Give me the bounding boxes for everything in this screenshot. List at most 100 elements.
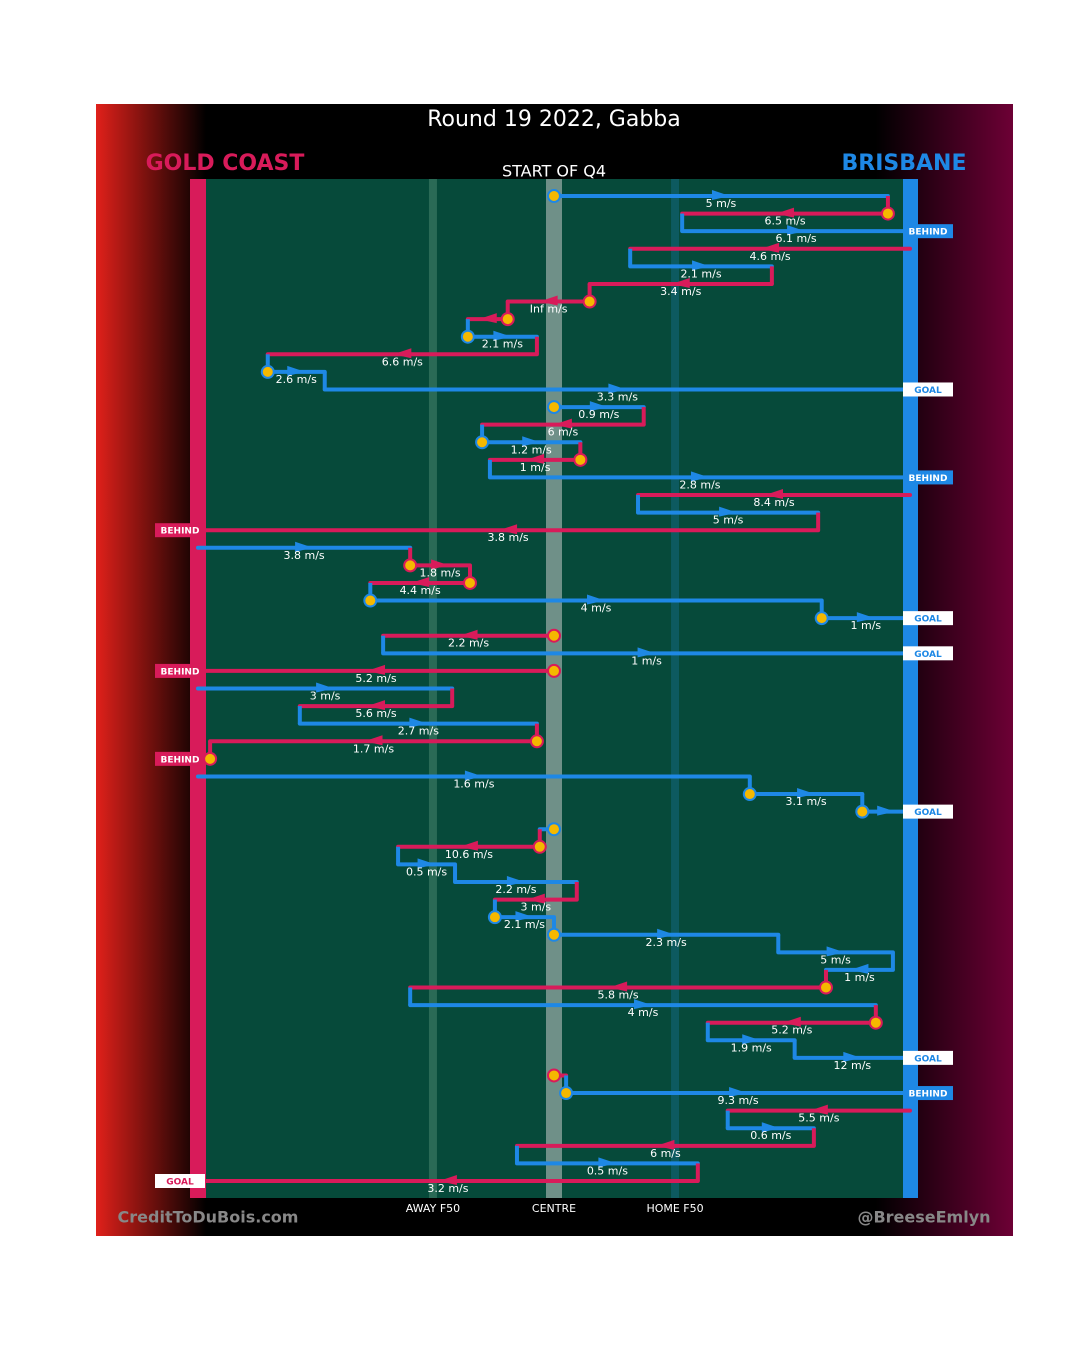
speed-label: 1.8 m/s	[420, 566, 461, 579]
direction-arrow	[782, 1016, 801, 1027]
stoppage-marker	[460, 329, 475, 344]
speed-label: 5 m/s	[713, 514, 744, 527]
direction-arrow	[843, 1051, 862, 1062]
speed-label: 8.4 m/s	[753, 496, 794, 509]
stoppage-marker	[559, 1086, 574, 1101]
direction-arrow	[711, 190, 730, 200]
speed-label: 3.8 m/s	[487, 531, 528, 544]
speed-label: 1 m/s	[844, 971, 875, 984]
right-goal-line	[903, 179, 918, 1198]
result-box	[903, 470, 953, 485]
result-box	[903, 224, 953, 239]
team-name: BRISBANE	[842, 151, 967, 176]
stoppage-marker	[547, 663, 561, 678]
stoppage-marker	[573, 452, 588, 467]
stoppage-marker	[363, 593, 378, 608]
speed-label: 2.8 m/s	[679, 478, 720, 491]
direction-arrow	[493, 330, 512, 341]
stoppage-marker	[868, 1015, 883, 1030]
direction-arrow	[526, 453, 545, 464]
result-label: BEHIND	[909, 228, 948, 238]
direction-arrow	[459, 629, 478, 640]
x-tick-label: CENTRE	[532, 1202, 576, 1215]
speed-label: 0.5 m/s	[587, 1164, 628, 1177]
stoppage-marker	[475, 435, 490, 450]
speed-label: 5.2 m/s	[771, 1024, 812, 1037]
result-box	[155, 1174, 205, 1188]
stoppage-marker	[742, 787, 757, 802]
direction-arrow	[287, 365, 306, 376]
direction-arrow	[478, 313, 497, 324]
direction-arrow	[411, 576, 430, 587]
direction-arrow	[761, 1122, 780, 1133]
speed-label: 6.1 m/s	[776, 232, 817, 245]
direction-arrow	[526, 893, 545, 904]
direction-arrow	[761, 242, 780, 253]
direction-arrow	[719, 506, 738, 517]
chart-title: Round 19 2022, Gabba	[427, 107, 681, 132]
direction-arrow	[729, 1087, 748, 1098]
direction-arrow	[589, 401, 608, 412]
direction-arrow	[692, 260, 711, 271]
result-box	[155, 751, 205, 766]
direction-arrow	[367, 700, 385, 711]
stoppage-marker	[547, 1068, 561, 1083]
speed-label: 3 m/s	[310, 690, 341, 703]
speed-label: 2.6 m/s	[276, 373, 317, 386]
direction-arrow	[637, 647, 656, 658]
speed-label: 0.5 m/s	[406, 865, 447, 878]
stoppage-marker	[855, 804, 870, 819]
result-label: BEHIND	[161, 527, 200, 537]
direction-arrow	[316, 682, 335, 693]
direction-arrow	[809, 1104, 828, 1115]
speed-label: 2.7 m/s	[398, 725, 439, 738]
result-box	[903, 804, 953, 819]
speed-label: 3.1 m/s	[785, 795, 826, 808]
speed-label: 2.2 m/s	[495, 883, 536, 896]
direction-arrow	[787, 225, 806, 236]
stoppage-marker	[487, 910, 502, 925]
speed-label: 1 m/s	[520, 461, 551, 474]
speed-label: 4 m/s	[581, 602, 612, 615]
direction-arrow	[438, 1175, 457, 1185]
direction-arrow	[797, 788, 816, 799]
direction-arrow	[367, 664, 385, 675]
stoppage-marker	[532, 839, 547, 854]
speed-label: 3.4 m/s	[660, 285, 701, 298]
result-label: GOAL	[914, 650, 942, 660]
result-label: GOAL	[914, 1054, 942, 1064]
speed-label: 4.6 m/s	[750, 250, 791, 263]
x-tick-label: AWAY F50	[406, 1202, 460, 1215]
direction-arrow	[506, 875, 525, 886]
speed-label: 2.3 m/s	[646, 936, 687, 949]
speed-label: 9.3 m/s	[717, 1094, 758, 1107]
direction-arrow	[295, 541, 314, 552]
speed-label: 3.2 m/s	[427, 1182, 468, 1195]
speed-label: 6.6 m/s	[382, 355, 423, 368]
direction-arrow	[877, 805, 896, 816]
result-label: GOAL	[914, 808, 942, 818]
stoppage-marker	[818, 980, 833, 995]
direction-arrow	[656, 1139, 675, 1150]
direction-arrow	[393, 348, 412, 359]
speed-label: 5 m/s	[706, 197, 737, 210]
speed-label: 4.4 m/s	[400, 584, 441, 597]
stoppage-marker	[547, 400, 561, 415]
direction-arrow	[598, 1157, 617, 1168]
stoppage-marker	[547, 927, 561, 942]
result-label: GOAL	[914, 615, 942, 625]
credit: @BreeseEmlyn	[857, 1208, 990, 1227]
direction-arrow	[742, 1034, 761, 1045]
stoppage-marker	[203, 751, 218, 766]
stoppage-marker	[500, 312, 515, 327]
direction-arrow	[409, 717, 428, 728]
stoppage-marker	[462, 575, 477, 590]
speed-label: 1.7 m/s	[353, 742, 394, 755]
direction-arrow	[464, 770, 483, 781]
direction-arrow	[459, 840, 478, 851]
result-box	[155, 663, 205, 678]
direction-arrow	[539, 295, 558, 306]
stoppage-marker	[403, 558, 418, 573]
stoppage-marker	[547, 822, 561, 837]
speed-label: 1.9 m/s	[731, 1041, 772, 1054]
